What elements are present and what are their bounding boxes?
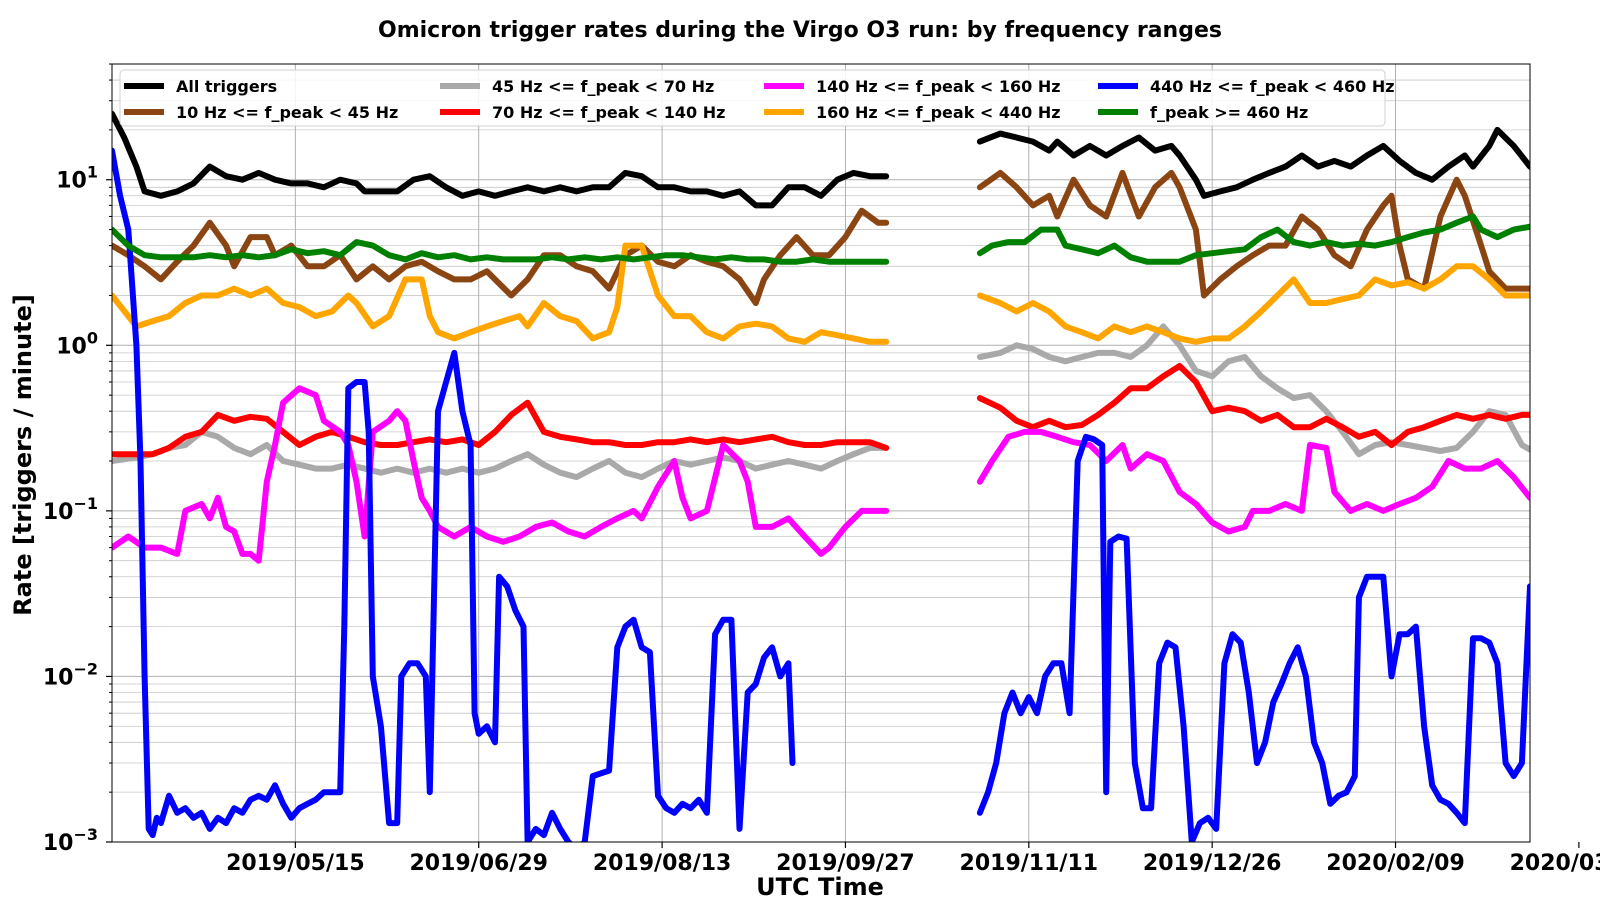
legend-entry-label: f_peak >= 460 Hz: [1150, 103, 1308, 122]
legend-entry-label: 140 Hz <= f_peak < 160 Hz: [816, 77, 1061, 96]
series-line-3-segment-0: [112, 399, 890, 458]
chart-title: Omicron trigger rates during the Virgo O…: [378, 18, 1222, 43]
series-line-5-segment-0: [112, 242, 890, 345]
y-axis-ticks: 10−3 10−2 10−1 100 101: [43, 63, 112, 856]
x-tick-label: 2019/05/15: [226, 851, 365, 876]
x-tick-label: 2020/02/09: [1326, 851, 1465, 876]
x-tick-label: 2019/06/29: [409, 851, 548, 876]
x-tick-label: 2019/11/11: [960, 851, 1099, 876]
x-axis-ticks: 2019/05/15 2019/06/29 2019/08/13 2019/09/27…: [226, 842, 1600, 876]
axes-frame: [111, 63, 1531, 843]
series-line-2-segment-0: [112, 428, 890, 481]
series-line-6-segment-0: [112, 147, 796, 842]
series-line-1-segment-1: [976, 169, 1530, 299]
y-tick-label: 10−1: [43, 494, 98, 525]
x-axis-label: UTC Time: [756, 873, 884, 900]
x-tick-label: 2019/12/26: [1143, 851, 1282, 876]
series-line-4-segment-1: [976, 428, 1530, 535]
legend-entry-label: 70 Hz <= f_peak < 140 Hz: [492, 103, 725, 122]
y-tick-label: 101: [56, 163, 98, 194]
x-tick-label: 2020/03/25: [1510, 851, 1600, 876]
legend-entry-label: 440 Hz <= f_peak < 460 Hz: [1150, 77, 1395, 96]
series-line-7-segment-1: [976, 213, 1530, 265]
series-line-7-segment-0: [112, 226, 890, 265]
series-line-3-segment-1: [976, 363, 1530, 448]
y-tick-label: 10−3: [43, 825, 98, 856]
legend-box: [119, 69, 1386, 127]
plot-area: [112, 110, 1530, 842]
legend: All triggers 10 Hz <= f_peak < 45 Hz 45 Hz…: [119, 69, 1395, 127]
series-line-0-segment-0: [112, 110, 890, 209]
series-line-2-segment-1: [976, 323, 1530, 458]
series-line-5-segment-1: [976, 263, 1530, 345]
grid-lines: [112, 63, 1530, 843]
series-line-6-segment-1: [976, 433, 1530, 842]
y-tick-label: 10−2: [43, 659, 98, 690]
legend-entry-label: All triggers: [176, 77, 277, 96]
x-tick-label: 2019/08/13: [593, 851, 732, 876]
y-axis-label: Rate [triggers / minute]: [9, 294, 37, 616]
x-tick-label: 2019/09/27: [776, 851, 915, 876]
legend-entry-label: 10 Hz <= f_peak < 45 Hz: [176, 103, 398, 122]
y-tick-label: 100: [56, 328, 98, 359]
legend-entry-label: 160 Hz <= f_peak < 440 Hz: [816, 103, 1061, 122]
legend-entry-label: 45 Hz <= f_peak < 70 Hz: [492, 77, 714, 96]
series-line-0-segment-1: [976, 126, 1530, 199]
